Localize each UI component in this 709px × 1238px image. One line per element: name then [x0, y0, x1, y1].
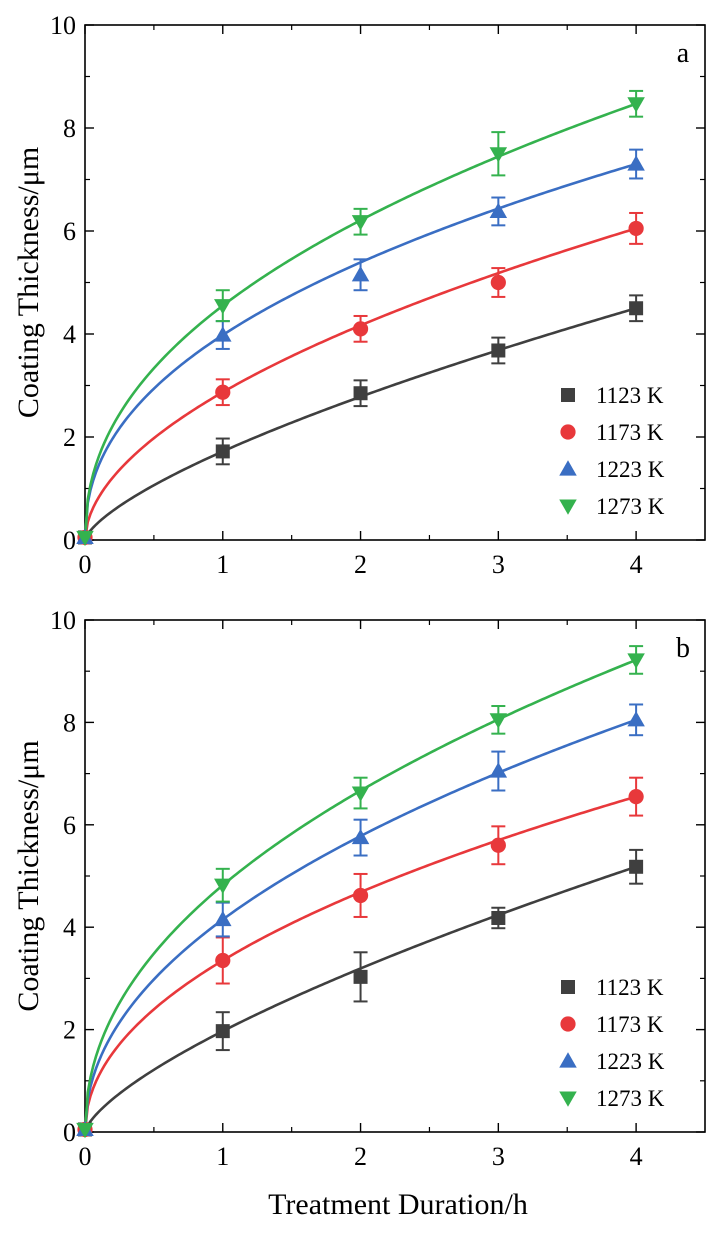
data-point — [351, 786, 370, 802]
x-tick-label: 0 — [79, 1142, 92, 1171]
legend-marker — [559, 1052, 577, 1068]
y-axis-label: Coating Thickness/μm — [12, 740, 45, 1011]
y-tick-label: 0 — [63, 1118, 76, 1147]
x-tick-label: 0 — [79, 550, 92, 579]
x-tick-label: 1 — [216, 1142, 229, 1171]
series-1223-K — [76, 703, 645, 1137]
legend-marker — [561, 388, 575, 402]
legend-label: 1123 K — [596, 383, 664, 408]
data-point — [489, 762, 508, 778]
data-point — [214, 910, 232, 927]
data-point — [76, 530, 94, 547]
data-point — [490, 274, 506, 291]
legend-marker — [560, 1016, 576, 1032]
legend-label: 1223 K — [596, 1049, 665, 1074]
x-tick-label: 3 — [492, 550, 505, 579]
x-tick-label: 4 — [630, 550, 643, 579]
data-point — [489, 713, 508, 729]
legend-marker — [559, 1091, 577, 1107]
y-axis-label: Coating Thickness/μm — [12, 147, 45, 418]
legend-marker — [559, 460, 577, 476]
y-tick-label: 4 — [63, 913, 76, 942]
x-tick-label: 1 — [216, 550, 229, 579]
data-point — [215, 384, 231, 400]
data-point — [491, 910, 506, 925]
y-tick-label: 10 — [50, 606, 76, 635]
legend-marker — [560, 424, 576, 440]
data-point — [627, 711, 645, 727]
y-tick-label: 0 — [63, 526, 76, 555]
data-point — [629, 301, 644, 316]
data-point — [490, 837, 506, 853]
y-tick-label: 10 — [50, 11, 76, 40]
y-tick-label: 8 — [63, 114, 76, 143]
data-point — [627, 155, 645, 171]
y-tick-label: 4 — [63, 320, 76, 349]
legend-label: 1123 K — [596, 975, 664, 1000]
fit-curve-1123-K — [83, 307, 637, 541]
data-point — [76, 1122, 94, 1139]
panel-letter: b — [676, 633, 690, 664]
data-point — [215, 1024, 230, 1039]
data-point — [214, 878, 232, 894]
legend-label: 1173 K — [596, 420, 664, 445]
y-tick-label: 6 — [63, 811, 76, 840]
data-point — [489, 147, 508, 163]
series-1273-K — [76, 645, 645, 1139]
series-1273-K — [76, 89, 645, 547]
legend: 1123 K 1173 K 1223 K 1273 K — [559, 383, 665, 519]
data-point — [489, 202, 508, 218]
data-point — [214, 299, 232, 315]
data-point — [627, 97, 645, 113]
data-point — [628, 789, 644, 805]
x-tick-label: 2 — [354, 550, 367, 579]
data-point — [491, 343, 506, 358]
legend-label: 1273 K — [596, 494, 665, 519]
legend-label: 1273 K — [596, 1086, 665, 1111]
x-tick-label: 2 — [354, 1142, 367, 1171]
legend-marker — [559, 499, 577, 515]
data-point — [351, 215, 370, 231]
legend-label: 1173 K — [596, 1012, 664, 1037]
legend: 1123 K 1173 K 1223 K 1273 K — [559, 975, 665, 1111]
panel-letter: a — [677, 38, 690, 69]
legend-marker — [561, 980, 575, 994]
data-point — [353, 969, 368, 984]
data-point — [215, 444, 230, 459]
y-tick-label: 2 — [63, 423, 76, 452]
data-point — [214, 326, 232, 342]
data-point — [627, 653, 645, 669]
data-point — [215, 952, 231, 969]
y-tick-label: 8 — [63, 708, 76, 737]
data-point — [351, 266, 370, 282]
legend-label: 1223 K — [596, 457, 665, 482]
x-axis-label: Treatment Duration/h — [268, 1188, 528, 1221]
y-tick-label: 6 — [63, 217, 76, 246]
data-point — [629, 859, 644, 874]
data-point — [352, 321, 369, 337]
x-tick-label: 4 — [630, 1142, 643, 1171]
data-point — [351, 828, 370, 845]
y-tick-label: 2 — [63, 1016, 76, 1045]
data-point — [353, 386, 368, 401]
x-tick-label: 3 — [492, 1142, 505, 1171]
data-point — [628, 220, 644, 237]
data-point — [352, 887, 369, 904]
